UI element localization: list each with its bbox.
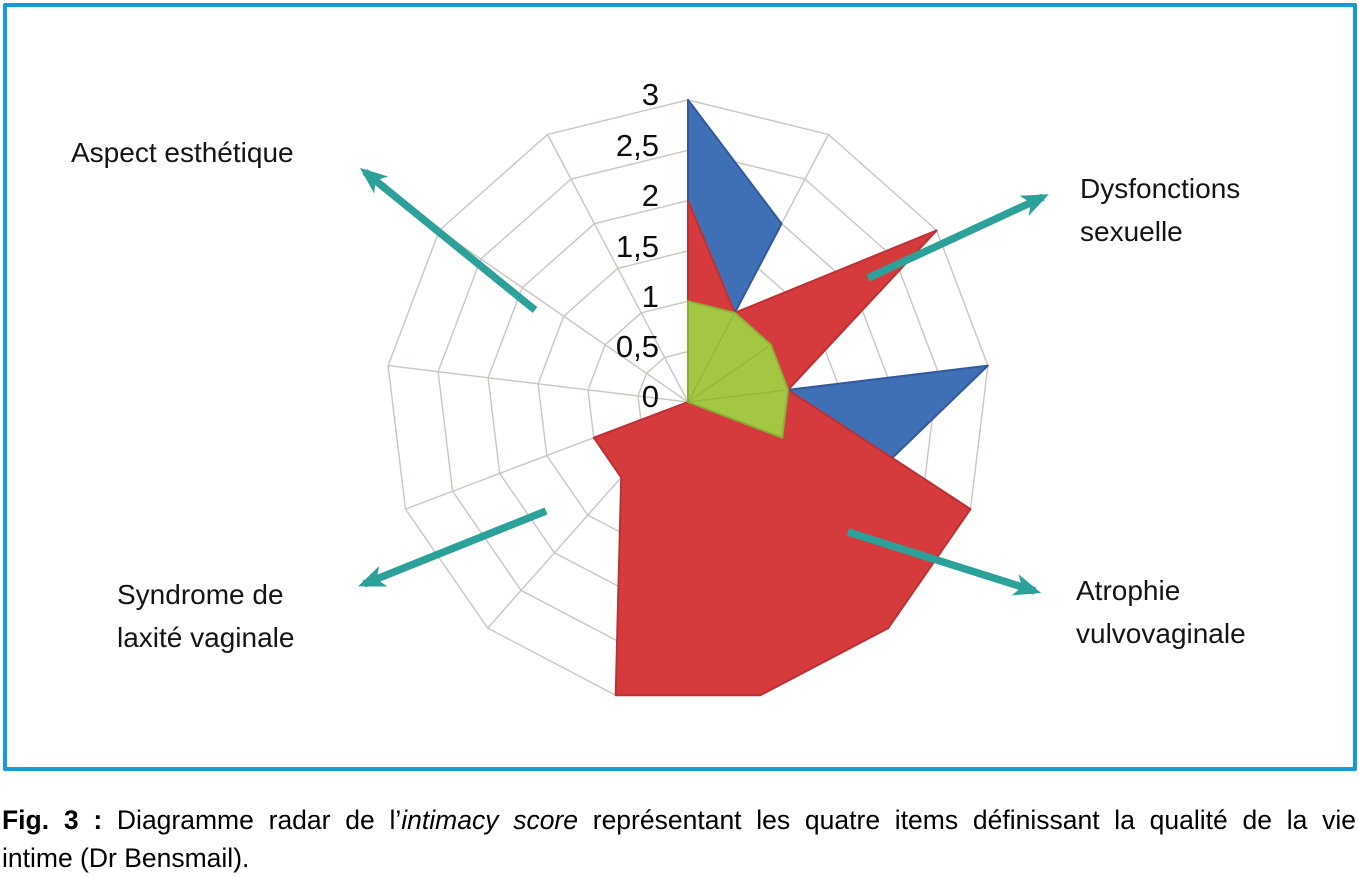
tick-2-5: 2,5 xyxy=(616,128,659,163)
annotation-arrows xyxy=(357,167,1049,596)
label-aspect-esthetique: Aspect esthétique xyxy=(71,137,294,168)
tick-0: 0 xyxy=(642,379,659,414)
caption-text-1: Diagramme radar de l’ xyxy=(116,805,402,835)
radar-polygon-serie-rouge xyxy=(592,199,972,697)
radial-axis-ticks: 3 2,5 2 1,5 1 0,5 0 xyxy=(616,77,659,414)
radar-series xyxy=(592,98,989,697)
caption-line-1: Fig. 3 : Diagramme radar de l’intimacy s… xyxy=(2,801,1356,839)
caption-fig-label: Fig. 3 : xyxy=(2,805,103,835)
radar-chart: 3 2,5 2 1,5 1 0,5 0 xyxy=(357,77,1049,697)
label-syndrome-laxite-vaginale: Syndrome de laxité vaginale xyxy=(117,579,295,653)
radar-polygon-serie-verte xyxy=(687,300,789,439)
green-fan-texture xyxy=(687,304,786,438)
tick-2: 2 xyxy=(642,178,659,213)
caption-line-2: intime (Dr Bensmail). xyxy=(2,843,250,873)
figure-caption: Fig. 3 : Diagramme radar de l’intimacy s… xyxy=(2,801,1356,877)
caption-text-2: représentant les quatre items définissan… xyxy=(578,805,1356,835)
tick-0-5: 0,5 xyxy=(616,329,659,364)
tick-1: 1 xyxy=(642,279,659,314)
label-dysfonctions-sexuelle: Dysfonctions sexuelle xyxy=(1080,173,1241,247)
label-atrophie-vulvovaginale: Atrophie vulvovaginale xyxy=(1076,575,1246,649)
tick-3: 3 xyxy=(642,77,659,112)
caption-italic: intimacy score xyxy=(401,805,578,835)
tick-1-5: 1,5 xyxy=(616,229,659,264)
